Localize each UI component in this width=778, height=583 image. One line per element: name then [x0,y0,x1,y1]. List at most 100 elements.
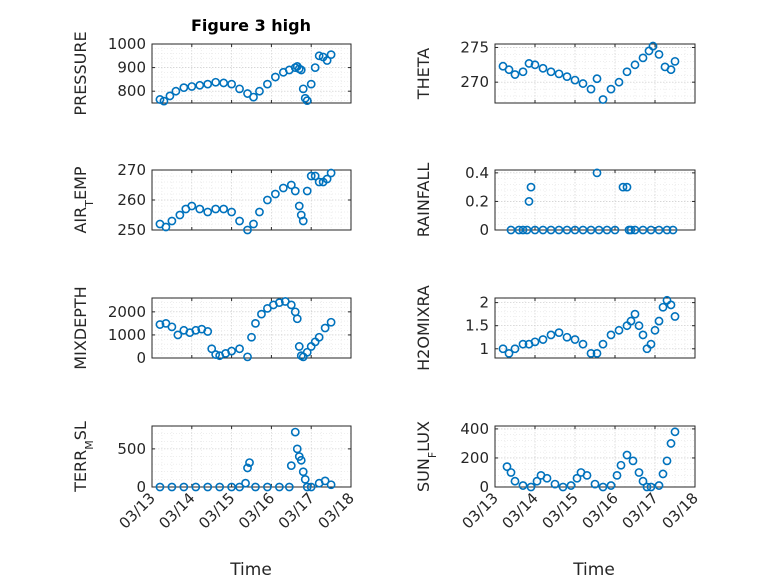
data-point [592,348,602,358]
data-point [670,56,680,66]
data-point [263,79,272,89]
data-point [187,201,197,211]
data-point [658,302,668,312]
data-point [257,309,266,319]
data-point [191,482,201,492]
data-point [255,86,264,96]
data-point [211,77,221,87]
subplot-rainfall: 0 0.2 0.4 RAINFALL [414,163,696,239]
data-point [546,67,556,77]
data-point [504,348,514,358]
data-point [524,59,534,68]
data-point [326,317,336,327]
data-point [630,309,640,319]
data-point [616,460,626,470]
data-point [634,468,644,477]
data-point [247,332,256,342]
data-point [243,352,252,362]
data-point [294,201,304,211]
data-point [320,476,330,486]
data-point [578,339,588,349]
data-point [278,183,288,193]
data-point [284,482,294,492]
data-point [586,84,596,94]
x-tick-label: 03/18 [659,489,702,532]
data-point [666,439,676,448]
data-point [241,478,250,488]
subplot-air-temp: 250 260 270 AIRTEMP [71,161,352,239]
data-point [646,482,656,492]
y-tick-label: 250 [117,221,146,239]
data-point [670,427,680,437]
x-tick-label: 03/16 [235,489,278,532]
subplot-theta: 270 275 THETA [414,38,696,104]
data-point [245,458,254,467]
x-tick-label: 03/17 [619,489,662,532]
data-point [292,314,302,324]
y-tick-label: 0 [479,221,489,239]
data-point [294,342,304,351]
data-point [251,318,260,328]
subplot-mixdepth: 0 1000 2000 MIXDEPTH [71,286,352,370]
data-point [662,456,672,466]
data-point [167,216,177,226]
data-point [634,321,644,331]
data-point [626,225,636,235]
data-point [542,473,552,483]
data-point [195,204,205,214]
data-point [270,189,280,199]
data-point [562,72,572,82]
data-point [286,180,296,190]
data-point [314,51,324,61]
data-point [506,468,516,477]
data-point [558,482,568,492]
data-point [171,86,181,96]
data-point [296,65,306,75]
data-point [518,225,528,235]
data-point [235,84,244,94]
data-point [554,328,564,338]
data-point [518,67,528,77]
data-point [326,168,336,178]
data-point [306,79,316,89]
data-point [530,60,540,70]
data-point [518,339,528,349]
data-point [622,182,632,192]
y-tick-label: 400 [460,420,489,438]
data-point [270,72,280,82]
data-point [302,96,312,106]
data-point [249,92,258,102]
data-point [322,56,332,65]
data-point [572,473,582,483]
data-point [187,82,197,91]
data-point [235,216,244,226]
data-point [510,344,520,354]
data-point [227,207,236,217]
data-point [302,347,312,357]
data-point [648,41,658,51]
data-point [592,74,602,84]
data-point [161,222,171,232]
data-point [173,330,183,340]
y-tick-label: 0.2 [465,192,489,210]
y-axis-label-7: SUNFLUX [414,421,439,492]
data-point [298,84,308,94]
y-axis-label-2: AIRTEMP [71,166,96,233]
figure-title: Figure 3 high [191,16,311,35]
data-point [532,476,542,486]
data-point [306,482,316,492]
y-tick-label: 200 [460,449,489,467]
plot-area [495,44,695,103]
x-axis-label-left: Time [229,560,272,580]
axes-box [151,43,352,104]
data-point [310,63,320,72]
data-point [310,171,320,181]
y-tick-label: 500 [117,440,146,458]
data-point [219,204,229,214]
data-point [598,95,608,104]
data-point [326,480,336,490]
data-point [666,65,676,75]
data-point [642,482,652,492]
data-point [165,91,175,101]
